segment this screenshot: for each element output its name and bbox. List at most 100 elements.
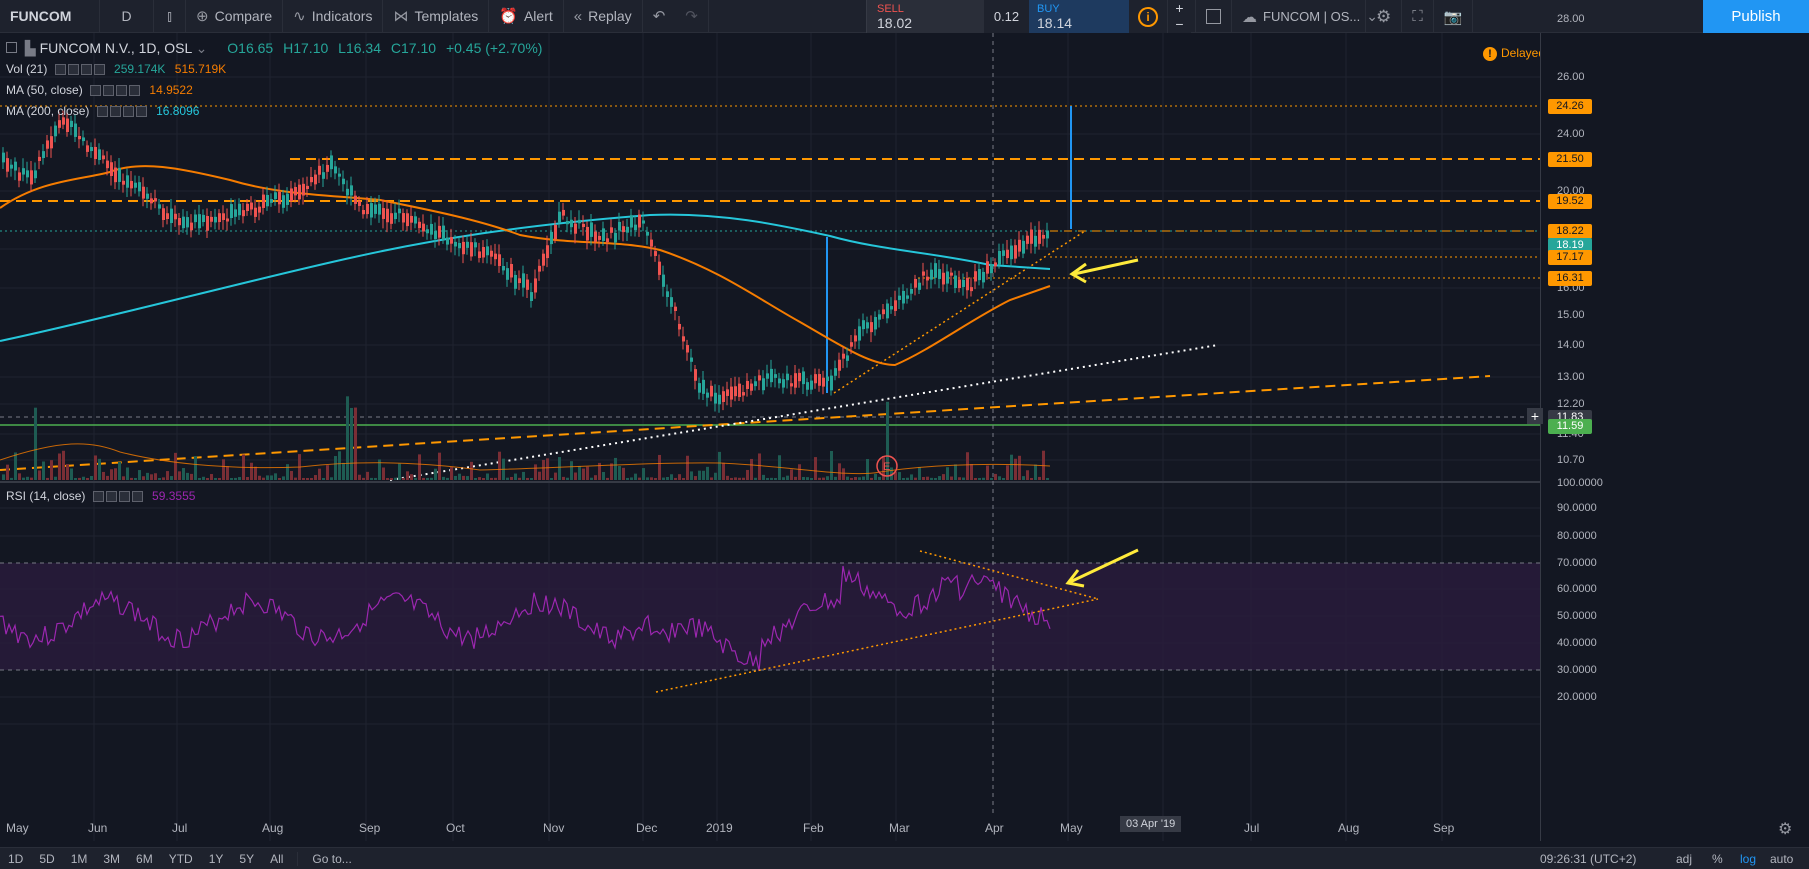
- ma200-legend[interactable]: MA (200, close) 16.8096: [6, 104, 199, 118]
- symbol-search[interactable]: FUNCOM: [0, 0, 100, 33]
- layout-name-button[interactable]: ☁ FUNCOM | OS... ⌄: [1232, 0, 1378, 33]
- sell-button[interactable]: SELL 18.02: [866, 0, 984, 33]
- range-all[interactable]: All: [270, 851, 284, 866]
- adj-toggle[interactable]: adj: [1676, 851, 1693, 866]
- rsi-axis-label: 80.0000: [1557, 530, 1597, 542]
- rsi-buttons[interactable]: [92, 489, 145, 503]
- price-chart[interactable]: E: [0, 33, 1540, 841]
- candle-body: [138, 182, 141, 192]
- volume-bar: [694, 476, 697, 480]
- chart-type-button[interactable]: ⫾: [154, 0, 186, 33]
- volume-bar: [710, 477, 713, 480]
- fullscreen-button[interactable]: ⛶: [1402, 0, 1434, 33]
- replay-button[interactable]: « Replay: [564, 0, 643, 33]
- volume-buttons[interactable]: [54, 62, 107, 76]
- templates-button[interactable]: ⋈ Templates: [383, 0, 490, 33]
- clock-time[interactable]: 09:26:31 (UTC+2): [1540, 851, 1637, 866]
- indicators-label: Indicators: [311, 8, 373, 24]
- symbol-title[interactable]: FUNCOM N.V., 1D, OSL: [39, 40, 192, 56]
- delayed-badge[interactable]: ! Delayed: [1483, 46, 1545, 61]
- candle-body: [938, 269, 941, 279]
- auto-toggle[interactable]: auto: [1770, 851, 1794, 866]
- volume-bar: [210, 474, 213, 480]
- volume-bar: [410, 474, 413, 480]
- crosshair-plus-icon[interactable]: +: [1527, 408, 1543, 424]
- legend-collapse-icon[interactable]: [6, 42, 17, 53]
- undo-button[interactable]: ↶: [643, 0, 676, 33]
- candle-body: [694, 369, 697, 381]
- candle-body: [574, 223, 577, 234]
- ma50-buttons[interactable]: [90, 83, 142, 97]
- candle-body: [298, 184, 301, 200]
- volume-bar: [214, 477, 217, 480]
- candle-body: [262, 194, 265, 208]
- candle-body: [622, 226, 625, 233]
- volume-bar: [402, 477, 405, 480]
- candle-body: [358, 200, 361, 206]
- plus-icon[interactable]: +: [1175, 0, 1184, 16]
- volume-bar: [18, 473, 21, 480]
- ma200-buttons[interactable]: [96, 104, 149, 118]
- volume-bar: [378, 459, 381, 480]
- volume-bar: [246, 477, 249, 480]
- rsi-legend[interactable]: RSI (14, close) 59.3555: [6, 489, 195, 503]
- candle-body: [1026, 235, 1029, 244]
- ma50-legend[interactable]: MA (50, close) 14.9522: [6, 83, 193, 97]
- range-3m[interactable]: 3M: [103, 851, 121, 866]
- publish-button[interactable]: Publish: [1703, 0, 1809, 33]
- volume-bar: [506, 477, 509, 480]
- range-5y[interactable]: 5Y: [239, 851, 255, 866]
- candle-body: [494, 253, 497, 260]
- indicators-button[interactable]: ∿ Indicators: [283, 0, 384, 33]
- price-axis[interactable]: [1540, 33, 1809, 841]
- volume-bar: [826, 476, 829, 480]
- redo-button[interactable]: ↷: [675, 0, 709, 33]
- range-1y[interactable]: 1Y: [208, 851, 224, 866]
- candle-body: [710, 385, 713, 397]
- volume-bar: [718, 451, 721, 480]
- volume-bar: [654, 477, 657, 480]
- range-ytd[interactable]: YTD: [168, 851, 193, 866]
- earnings-marker[interactable]: [876, 455, 898, 477]
- volume-bar: [82, 476, 85, 480]
- compare-button[interactable]: ⊕ Compare: [186, 0, 284, 33]
- volume-bar: [442, 476, 445, 480]
- volume-bar: [50, 460, 53, 480]
- volume-legend[interactable]: Vol (21) 259.174K 515.719K: [6, 62, 226, 76]
- volume-bar: [46, 477, 49, 480]
- range-6m[interactable]: 6M: [136, 851, 153, 866]
- alert-button[interactable]: ⏰ Alert: [489, 0, 564, 33]
- volume-bar: [94, 455, 97, 480]
- volume-bar: [978, 477, 981, 480]
- price-tag: 21.50: [1548, 152, 1592, 167]
- settings-button[interactable]: ⚙: [1366, 0, 1403, 33]
- candle-body: [82, 137, 85, 142]
- candle-body: [194, 214, 197, 223]
- minus-icon[interactable]: −: [1175, 16, 1184, 32]
- goto-date-button[interactable]: Go to...: [297, 851, 359, 866]
- interval-selector[interactable]: D: [100, 0, 154, 33]
- layout-toggle-button[interactable]: [1195, 0, 1232, 33]
- volume-bar: [798, 464, 801, 480]
- volume-bar: [666, 476, 669, 480]
- candle-body: [842, 353, 845, 359]
- percent-toggle[interactable]: %: [1712, 851, 1723, 866]
- annotation-arrow-rsi: [1065, 548, 1139, 588]
- snapshot-button[interactable]: 📷: [1434, 0, 1474, 33]
- trade-info-button[interactable]: i: [1129, 0, 1167, 33]
- candle-body: [958, 279, 961, 289]
- range-1d[interactable]: 1D: [8, 851, 24, 866]
- alert-icon: ⏰: [499, 8, 518, 25]
- axis-settings-icon[interactable]: ⚙: [1778, 821, 1793, 838]
- range-5d[interactable]: 5D: [39, 851, 55, 866]
- range-1m[interactable]: 1M: [70, 851, 88, 866]
- candle-body: [214, 216, 217, 223]
- volume-bar: [342, 462, 345, 480]
- volume-bar: [166, 471, 169, 480]
- buy-button[interactable]: BUY 18.14: [1029, 0, 1129, 33]
- volume-bar: [26, 476, 29, 480]
- quantity-stepper[interactable]: + −: [1167, 0, 1191, 33]
- volume-bar: [354, 407, 357, 480]
- delayed-label: Delayed: [1501, 46, 1546, 60]
- log-toggle[interactable]: log: [1740, 851, 1757, 866]
